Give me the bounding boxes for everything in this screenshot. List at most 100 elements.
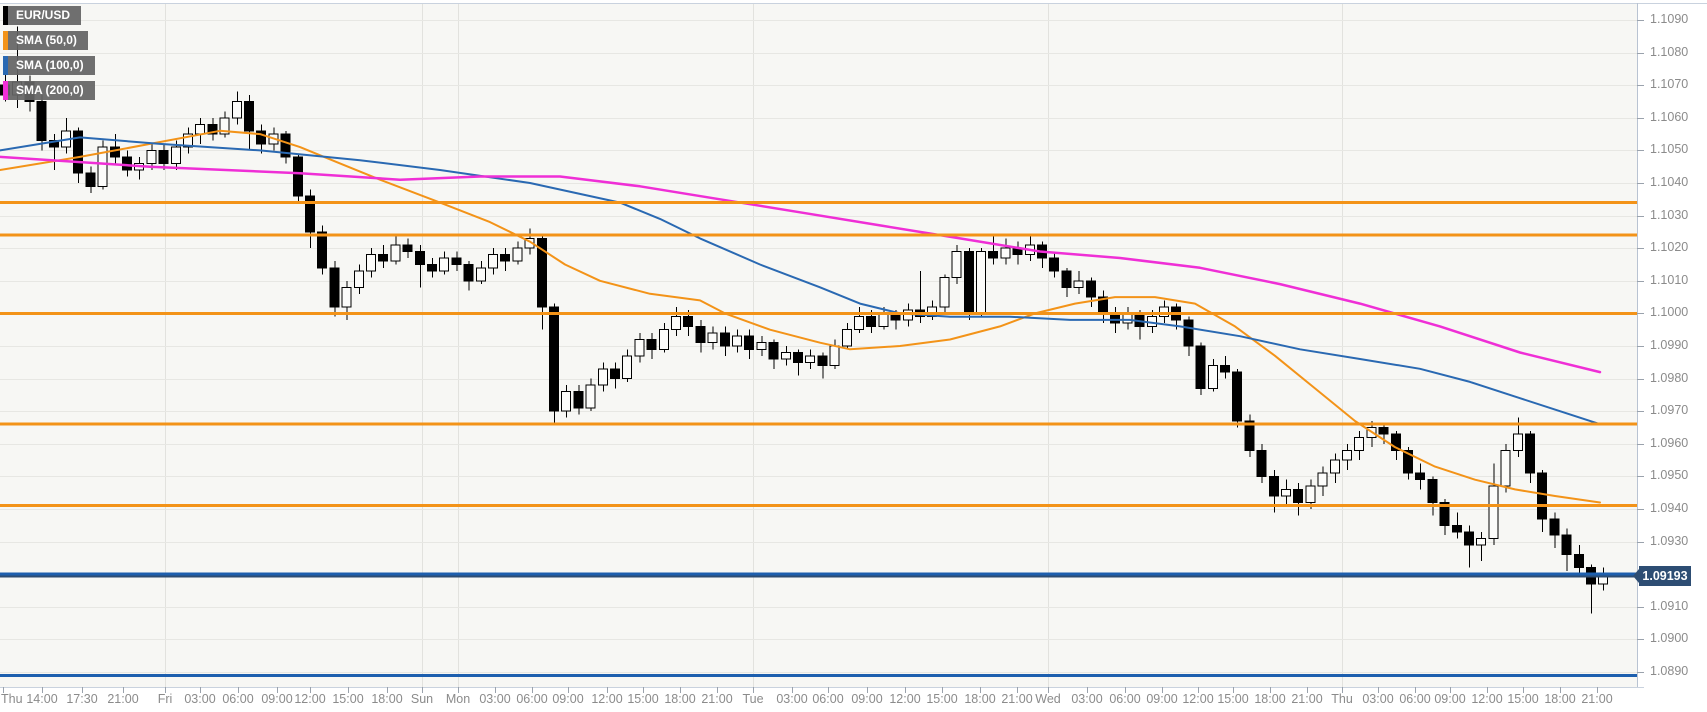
time-axis-tick bbox=[643, 687, 644, 693]
price-tick-label: 1.0960 bbox=[1650, 436, 1689, 450]
price-tick-label: 1.0890 bbox=[1650, 664, 1689, 678]
price-tick-label: 1.0970 bbox=[1650, 403, 1689, 417]
candle-body-bear bbox=[536, 237, 547, 308]
candle-body-bull bbox=[1342, 449, 1352, 461]
time-axis-tick bbox=[82, 687, 83, 693]
price-axis-tick bbox=[1637, 672, 1644, 673]
legend-item-sma50[interactable]: SMA (50,0) bbox=[3, 31, 88, 50]
candle-body-bull bbox=[1512, 433, 1523, 451]
time-tick-label: 15:00 bbox=[1507, 692, 1539, 706]
time-tick-label: 15:00 bbox=[1217, 692, 1249, 706]
candle-body-bear bbox=[329, 267, 340, 308]
price-tick-label: 1.1020 bbox=[1650, 240, 1689, 254]
price-axis-tick bbox=[1637, 607, 1644, 608]
sma50-label: SMA (50,0) bbox=[8, 31, 88, 50]
time-axis-tick bbox=[3, 687, 4, 693]
sma50-color-swatch bbox=[3, 31, 8, 50]
time-tick-label: 12:00 bbox=[1182, 692, 1214, 706]
time-tick-label: 06:00 bbox=[812, 692, 844, 706]
time-axis-tick bbox=[1560, 687, 1561, 693]
time-axis-tick bbox=[905, 687, 906, 693]
time-tick-label: 18:00 bbox=[1254, 692, 1286, 706]
time-tick-label: 12:00 bbox=[294, 692, 326, 706]
legend-item-sma200[interactable]: SMA (200,0) bbox=[3, 81, 95, 100]
candle-body-bull bbox=[854, 316, 864, 331]
time-tick-label: 12:00 bbox=[591, 692, 623, 706]
candle-body-bull bbox=[390, 244, 401, 262]
time-axis-tick bbox=[1450, 687, 1451, 693]
time-tick-label: Tue bbox=[742, 692, 764, 706]
candle-body-bear bbox=[1268, 475, 1279, 497]
candle-body-bear bbox=[1085, 280, 1096, 298]
candle-body-bull bbox=[732, 335, 742, 347]
plot-top-border bbox=[0, 3, 1707, 4]
price-tick-label: 1.1050 bbox=[1650, 142, 1689, 156]
legend-item-sma100[interactable]: SMA (100,0) bbox=[3, 56, 95, 75]
time-axis-tick bbox=[1523, 687, 1524, 693]
time-axis-tick bbox=[387, 687, 388, 693]
time-tick-label: 18:00 bbox=[664, 692, 696, 706]
candle-body-bear bbox=[768, 342, 779, 360]
time-axis-tick bbox=[607, 687, 608, 693]
time-tick-label: 03:00 bbox=[1071, 692, 1103, 706]
candle-body-bear bbox=[1427, 479, 1438, 503]
time-tick-label: 03:00 bbox=[184, 692, 216, 706]
price-axis-tick bbox=[1637, 476, 1644, 477]
candle-body-bear bbox=[36, 101, 47, 142]
time-tick-label: 09:00 bbox=[552, 692, 584, 706]
candle-body-bull bbox=[976, 250, 986, 314]
time-tick-label: 21:00 bbox=[701, 692, 733, 706]
time-tick-label: 17:30 bbox=[66, 692, 98, 706]
time-tick-label: Fri bbox=[157, 692, 173, 706]
price-axis-border bbox=[1637, 3, 1638, 687]
time-tick-label: 06:00 bbox=[516, 692, 548, 706]
candle-body-bull bbox=[561, 391, 572, 412]
candle-body-bear bbox=[1293, 488, 1304, 503]
price-axis-tick bbox=[1637, 150, 1644, 151]
time-tick-label: 18:00 bbox=[964, 692, 996, 706]
time-axis-tick bbox=[1048, 687, 1049, 693]
candle-body-bear bbox=[207, 123, 218, 135]
candle-body-bear bbox=[1464, 531, 1474, 546]
price-chart-canvas[interactable] bbox=[0, 0, 1637, 687]
time-axis-tick bbox=[1415, 687, 1416, 693]
candle-body-bear bbox=[280, 133, 291, 158]
time-axis-tick bbox=[1017, 687, 1018, 693]
time-tick-label: 03:00 bbox=[776, 692, 808, 706]
candle-body-bear bbox=[866, 316, 877, 327]
candle-body-bear bbox=[1451, 524, 1462, 533]
candle-body-bear bbox=[292, 156, 303, 197]
candle-body-bear bbox=[1415, 472, 1426, 481]
candle-body-bull bbox=[1500, 449, 1511, 487]
candle-body-bear bbox=[500, 254, 511, 262]
price-axis-tick bbox=[1637, 313, 1644, 314]
candle-body-bear bbox=[244, 101, 254, 132]
price-tick-label: 1.0950 bbox=[1650, 468, 1689, 482]
time-axis-tick bbox=[277, 687, 278, 693]
time-tick-label: 21:00 bbox=[107, 692, 139, 706]
legend-item-symbol[interactable]: EUR/USD bbox=[3, 6, 82, 25]
price-axis-tick bbox=[1637, 444, 1644, 445]
candle-body-bull bbox=[1281, 488, 1291, 497]
time-axis-tick bbox=[348, 687, 349, 693]
candle-body-bear bbox=[1195, 345, 1206, 389]
price-tick-label: 1.1070 bbox=[1650, 77, 1689, 91]
candle-body-bull bbox=[353, 270, 364, 288]
price-tick-label: 1.1000 bbox=[1650, 305, 1689, 319]
candle-body-bull bbox=[1598, 575, 1609, 585]
time-axis-tick bbox=[532, 687, 533, 693]
time-tick-label: 21:00 bbox=[1581, 692, 1613, 706]
time-tick-label: 15:00 bbox=[332, 692, 364, 706]
candle-body-bull bbox=[1073, 280, 1084, 288]
candle-body-bull bbox=[1207, 365, 1218, 389]
sma-200-line bbox=[0, 155, 1602, 374]
price-tick-label: 1.0930 bbox=[1650, 534, 1689, 548]
candle-body-bear bbox=[1561, 534, 1572, 556]
sma200-label: SMA (200,0) bbox=[8, 81, 95, 100]
candle-body-bear bbox=[85, 172, 96, 187]
price-axis-tick bbox=[1637, 379, 1644, 380]
candle-body-bull bbox=[488, 254, 498, 269]
time-axis-tick bbox=[1597, 687, 1598, 693]
candle-body-bull bbox=[841, 329, 852, 347]
